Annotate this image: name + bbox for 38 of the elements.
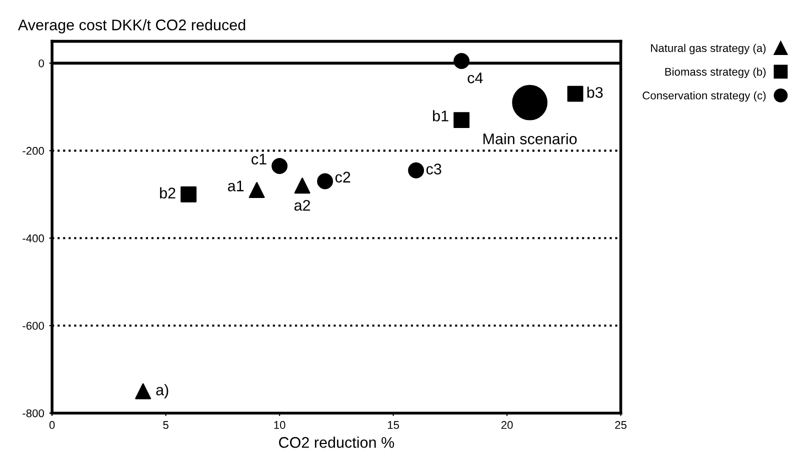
legend-label: Natural gas strategy (a) <box>651 44 766 54</box>
point <box>248 182 265 198</box>
x-axis-title: CO2 reduction % <box>279 436 394 448</box>
annotation: c3 <box>426 164 442 174</box>
legend-label: Biomass strategy (b) <box>665 68 766 78</box>
annotation: a1 <box>228 180 244 192</box>
annotation: c1 <box>252 154 266 165</box>
x-tick-label: 10 <box>274 421 286 429</box>
y-tick-label: -800 <box>22 409 44 418</box>
series-label: Main scenario <box>483 133 577 144</box>
point <box>454 112 470 128</box>
point <box>408 162 424 178</box>
y-tick-label: -400 <box>22 234 44 242</box>
annotation: c2 <box>335 172 350 183</box>
annotation: a2 <box>294 200 310 211</box>
x-tick-label: 5 <box>163 421 168 429</box>
y-axis-title: Average cost DKK/t CO2 reduced <box>18 19 246 34</box>
point <box>454 53 470 69</box>
legend-label: Conservation strategy (c) <box>642 91 766 102</box>
point <box>294 178 310 194</box>
point <box>135 383 152 400</box>
x-tick-label: 25 <box>615 421 626 429</box>
x-tick-label: 0 <box>49 421 55 429</box>
x-tick-label: 20 <box>501 421 513 429</box>
x-tick-label: 15 <box>388 421 400 429</box>
annotation: b2 <box>160 187 176 198</box>
annotation: b3 <box>587 86 603 98</box>
point <box>512 84 548 120</box>
point <box>180 186 197 202</box>
point <box>567 86 584 102</box>
point <box>317 173 334 190</box>
point <box>272 158 288 174</box>
y-tick-label: -600 <box>22 322 44 330</box>
annotation: b1 <box>433 110 448 122</box>
y-tick-label: 0 <box>38 59 44 68</box>
annotation: a) <box>156 384 168 398</box>
annotation: c4 <box>468 72 483 84</box>
y-tick-label: -200 <box>22 146 44 155</box>
